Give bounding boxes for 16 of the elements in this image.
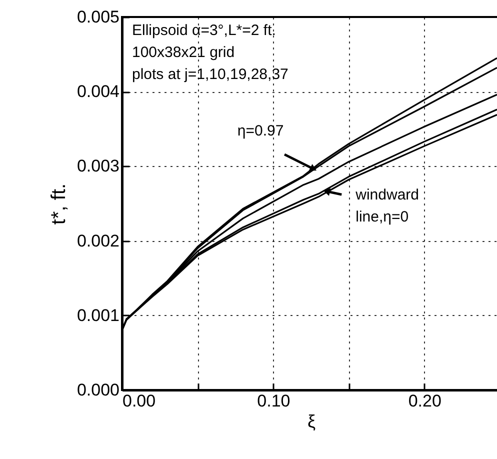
x-tick-label: 0.20 (408, 392, 442, 410)
annotation: Ellipsoid α=3°,L*=2 ft. (132, 22, 276, 39)
annotation: η=0.97 (237, 122, 284, 140)
y-tick-label: 0.003 (76, 156, 120, 176)
annotation: plots at j=1,10,19,28,37 (132, 66, 288, 83)
x-tick-label: 0.00 (122, 392, 156, 410)
annotation: 100x38x21 grid (132, 44, 235, 61)
y-tick-label: 0.005 (76, 8, 120, 26)
y-tick-label: 0.002 (76, 231, 120, 250)
y-tick-label: 0.001 (76, 306, 120, 325)
x-tick-label: 0.10 (257, 392, 290, 410)
y-tick-label: 0.004 (76, 82, 120, 102)
y-tick-label: 0.000 (76, 380, 120, 400)
x-axis-title: ξ (307, 412, 316, 432)
y-axis-title: t*, ft. (48, 183, 70, 225)
annotation: windward line,η=0 (354, 186, 420, 226)
